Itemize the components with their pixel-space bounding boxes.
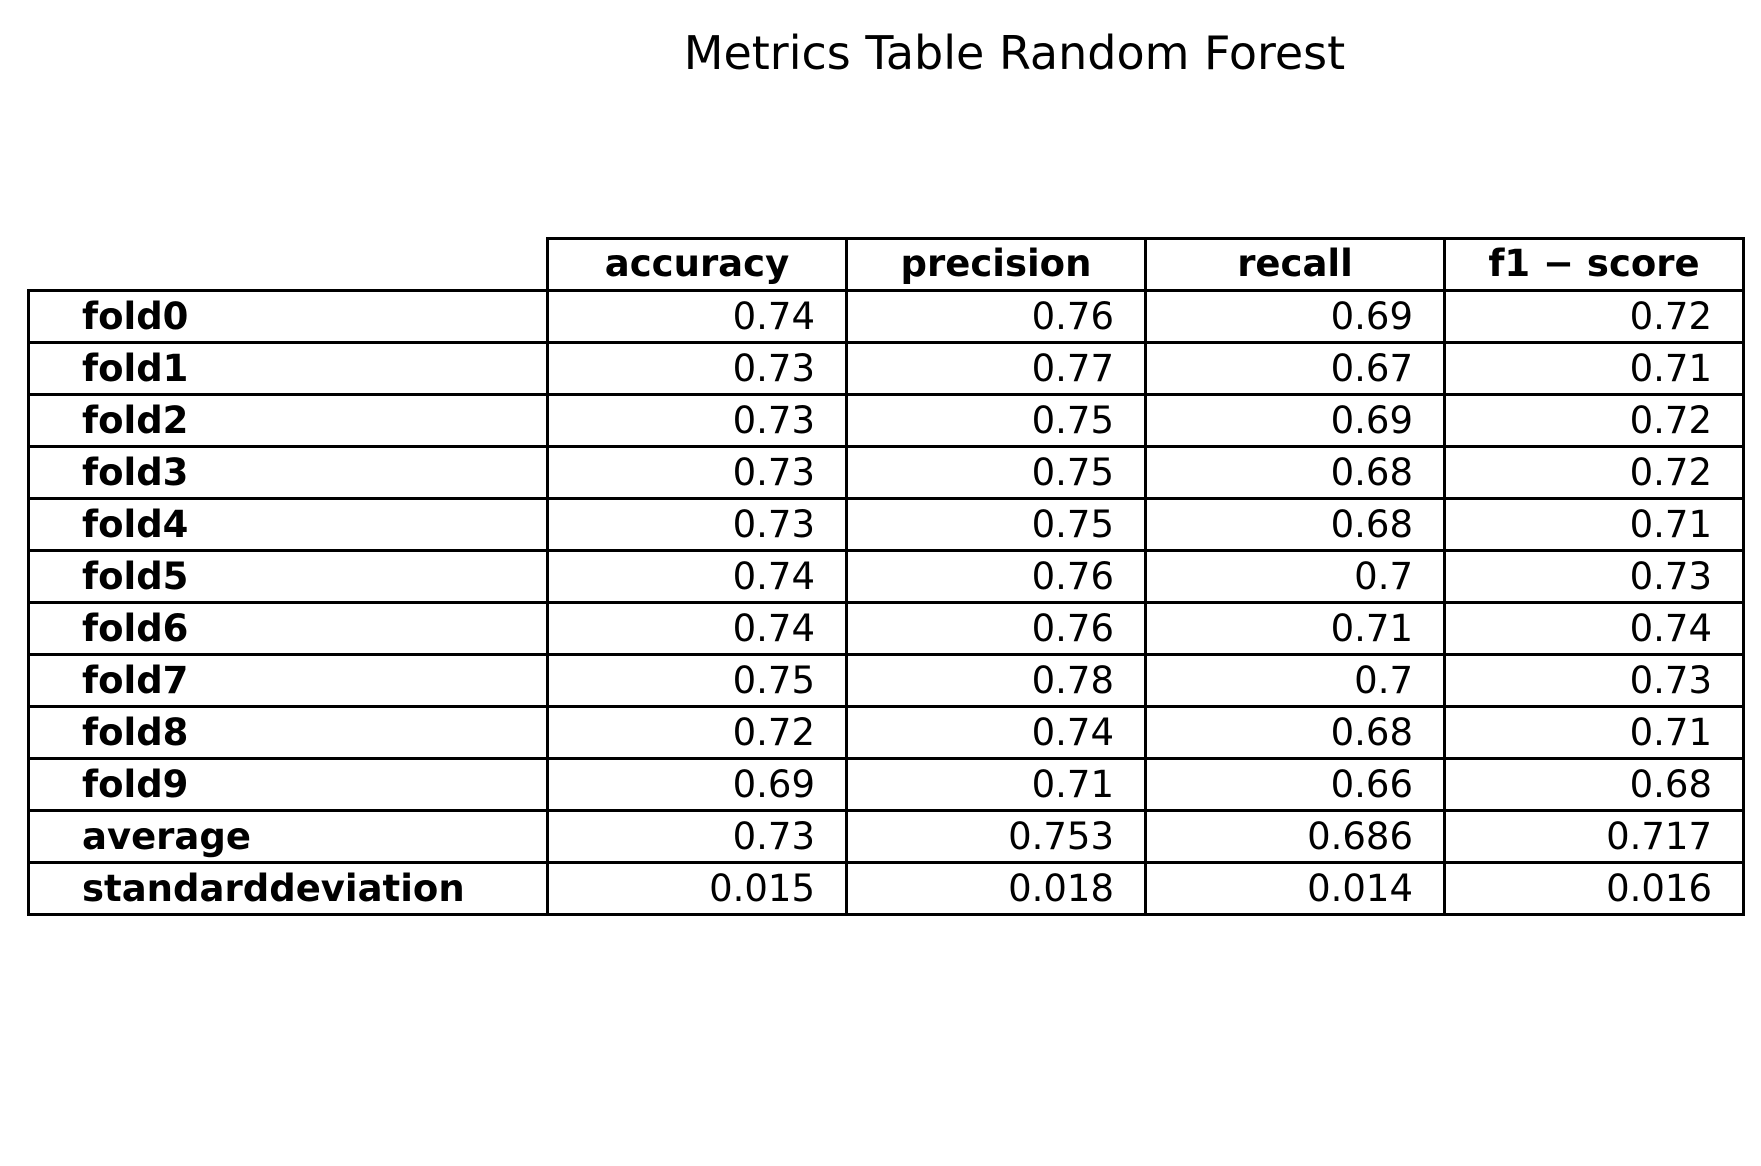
cell-recall: 0.69 <box>1144 393 1446 448</box>
cell-precision: 0.018 <box>845 861 1147 916</box>
table-row: fold9 0.69 0.71 0.66 0.68 <box>27 757 1745 812</box>
cell-accuracy: 0.74 <box>546 601 848 656</box>
row-label: fold3 <box>27 445 549 500</box>
cell-precision: 0.75 <box>845 445 1147 500</box>
cell-accuracy: 0.74 <box>546 289 848 344</box>
cell-precision: 0.76 <box>845 289 1147 344</box>
column-header-accuracy: accuracy <box>546 237 848 292</box>
cell-f1-score: 0.72 <box>1443 445 1745 500</box>
cell-f1-score: 0.74 <box>1443 601 1745 656</box>
column-header-recall: recall <box>1144 237 1446 292</box>
cell-recall: 0.68 <box>1144 705 1446 760</box>
row-label: average <box>27 809 549 864</box>
cell-precision: 0.75 <box>845 393 1147 448</box>
cell-f1-score: 0.73 <box>1443 549 1745 604</box>
cell-precision: 0.75 <box>845 497 1147 552</box>
row-label: standarddeviation <box>27 861 549 916</box>
cell-accuracy: 0.73 <box>546 341 848 396</box>
cell-f1-score: 0.71 <box>1443 705 1745 760</box>
cell-precision: 0.74 <box>845 705 1147 760</box>
cell-accuracy: 0.73 <box>546 445 848 500</box>
row-label: fold1 <box>27 341 549 396</box>
table-row: fold2 0.73 0.75 0.69 0.72 <box>27 393 1745 448</box>
cell-f1-score: 0.71 <box>1443 497 1745 552</box>
cell-recall: 0.68 <box>1144 497 1446 552</box>
row-label: fold4 <box>27 497 549 552</box>
table-row: fold3 0.73 0.75 0.68 0.72 <box>27 445 1745 500</box>
cell-precision: 0.77 <box>845 341 1147 396</box>
cell-precision: 0.76 <box>845 601 1147 656</box>
cell-f1-score: 0.68 <box>1443 757 1745 812</box>
table-row: fold8 0.72 0.74 0.68 0.71 <box>27 705 1745 760</box>
cell-precision: 0.753 <box>845 809 1147 864</box>
cell-precision: 0.78 <box>845 653 1147 708</box>
cell-precision: 0.71 <box>845 757 1147 812</box>
row-label: fold9 <box>27 757 549 812</box>
header-row: accuracy precision recall f1 − score <box>29 237 1745 292</box>
cell-accuracy: 0.73 <box>546 809 848 864</box>
cell-recall: 0.014 <box>1144 861 1446 916</box>
cell-accuracy: 0.69 <box>546 757 848 812</box>
cell-f1-score: 0.72 <box>1443 393 1745 448</box>
cell-recall: 0.67 <box>1144 341 1446 396</box>
table-row: standarddeviation 0.015 0.018 0.014 0.016 <box>27 861 1745 916</box>
cell-accuracy: 0.74 <box>546 549 848 604</box>
cell-recall: 0.68 <box>1144 445 1446 500</box>
row-label: fold8 <box>27 705 549 760</box>
cell-recall: 0.686 <box>1144 809 1446 864</box>
cell-recall: 0.7 <box>1144 549 1446 604</box>
column-header-precision: precision <box>845 237 1147 292</box>
cell-f1-score: 0.72 <box>1443 289 1745 344</box>
table-row: fold5 0.74 0.76 0.7 0.73 <box>27 549 1745 604</box>
cell-f1-score: 0.73 <box>1443 653 1745 708</box>
table-row: fold7 0.75 0.78 0.7 0.73 <box>27 653 1745 708</box>
row-label: fold2 <box>27 393 549 448</box>
cell-f1-score: 0.71 <box>1443 341 1745 396</box>
table-row: fold1 0.73 0.77 0.67 0.71 <box>27 341 1745 396</box>
row-label: fold5 <box>27 549 549 604</box>
table-row: average 0.73 0.753 0.686 0.717 <box>27 809 1745 864</box>
row-label: fold7 <box>27 653 549 708</box>
table-row: fold0 0.74 0.76 0.69 0.72 <box>27 289 1745 344</box>
cell-recall: 0.66 <box>1144 757 1446 812</box>
table-row: fold6 0.74 0.76 0.71 0.74 <box>27 601 1745 656</box>
table-corner-cell <box>29 239 548 291</box>
cell-recall: 0.71 <box>1144 601 1446 656</box>
cell-accuracy: 0.72 <box>546 705 848 760</box>
cell-accuracy: 0.73 <box>546 393 848 448</box>
row-label: fold6 <box>27 601 549 656</box>
cell-recall: 0.69 <box>1144 289 1446 344</box>
table-row: fold4 0.73 0.75 0.68 0.71 <box>27 497 1745 552</box>
cell-accuracy: 0.015 <box>546 861 848 916</box>
column-header-f1-score: f1 − score <box>1443 237 1745 292</box>
chart-title: Metrics Table Random Forest <box>683 26 1346 80</box>
cell-recall: 0.7 <box>1144 653 1446 708</box>
table-body: fold0 0.74 0.76 0.69 0.72 fold1 0.73 0.77 0.67 0.… <box>27 289 1745 916</box>
cell-accuracy: 0.73 <box>546 497 848 552</box>
row-label: fold0 <box>27 289 549 344</box>
cell-precision: 0.76 <box>845 549 1147 604</box>
cell-f1-score: 0.717 <box>1443 809 1745 864</box>
cell-accuracy: 0.75 <box>546 653 848 708</box>
metrics-table: accuracy precision recall f1 − score fol… <box>27 237 1745 916</box>
cell-f1-score: 0.016 <box>1443 861 1745 916</box>
